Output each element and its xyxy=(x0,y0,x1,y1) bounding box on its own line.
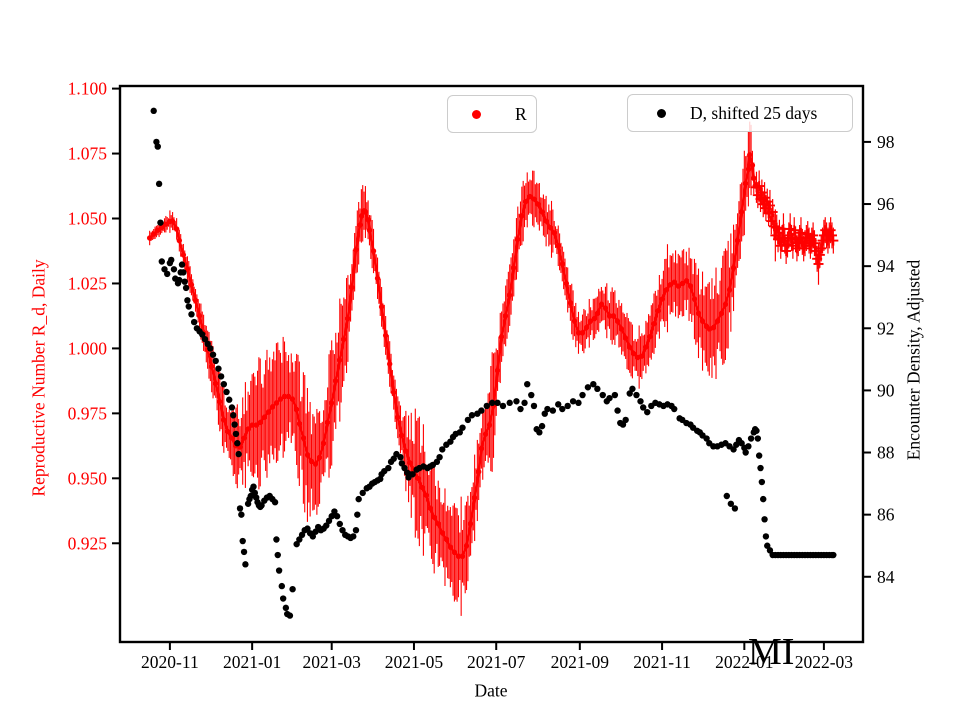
svg-text:1.050: 1.050 xyxy=(68,209,108,229)
svg-text:0.925: 0.925 xyxy=(68,533,108,553)
d-series-dot-icon xyxy=(657,108,666,118)
legend-r-label: R xyxy=(515,103,527,124)
svg-text:1.100: 1.100 xyxy=(68,79,108,99)
svg-text:2021-07: 2021-07 xyxy=(467,652,526,672)
svg-text:92: 92 xyxy=(877,318,895,338)
svg-text:90: 90 xyxy=(877,380,895,400)
state-annotation: MI xyxy=(748,631,795,673)
svg-text:2021-05: 2021-05 xyxy=(385,652,444,672)
y-axis-label-left: Reproductive Number R_d, Daily xyxy=(28,259,49,497)
x-axis-label: Date xyxy=(474,680,508,701)
legend-r-box: R xyxy=(447,95,537,133)
svg-text:86: 86 xyxy=(877,505,895,525)
svg-text:2021-03: 2021-03 xyxy=(303,652,362,672)
svg-text:1.000: 1.000 xyxy=(68,338,108,358)
svg-text:96: 96 xyxy=(877,194,895,214)
svg-text:2022-01: 2022-01 xyxy=(715,652,773,672)
legend-d-label: D, shifted 25 days xyxy=(690,102,818,123)
svg-text:88: 88 xyxy=(877,443,895,463)
svg-text:2021-01: 2021-01 xyxy=(223,652,281,672)
svg-text:2021-09: 2021-09 xyxy=(551,652,610,672)
svg-text:98: 98 xyxy=(877,132,895,152)
svg-text:0.975: 0.975 xyxy=(68,403,108,423)
svg-text:1.025: 1.025 xyxy=(68,273,108,293)
svg-text:1.075: 1.075 xyxy=(68,144,108,164)
r-series-dot-icon xyxy=(472,109,481,119)
svg-text:0.950: 0.950 xyxy=(68,468,108,488)
svg-text:84: 84 xyxy=(877,567,895,587)
svg-text:94: 94 xyxy=(877,256,895,276)
svg-text:2020-11: 2020-11 xyxy=(141,652,199,672)
legend-d-box: D, shifted 25 days xyxy=(627,94,853,132)
svg-text:2022-03: 2022-03 xyxy=(795,652,854,672)
svg-text:2021-11: 2021-11 xyxy=(633,652,691,672)
y-axis-label-right: Encounter Density, Adjusted xyxy=(903,259,924,461)
